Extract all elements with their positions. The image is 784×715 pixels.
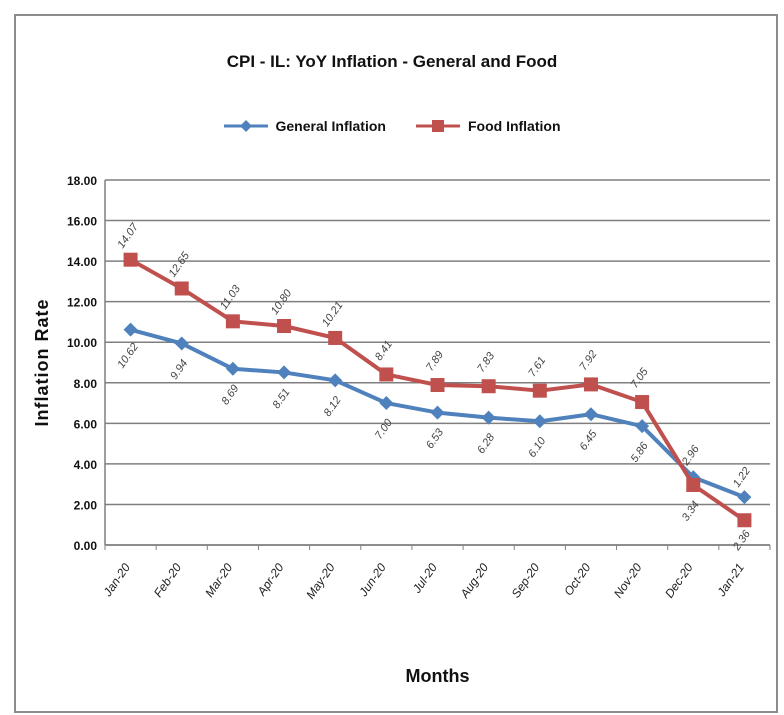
chart-frame <box>14 14 778 713</box>
chart-title: CPI - IL: YoY Inflation - General and Fo… <box>226 52 558 71</box>
point-marker-general <box>737 490 752 505</box>
y-tick-label: 4.00 <box>74 458 98 472</box>
legend-label-general: General Inflation <box>275 118 386 134</box>
y-tick-label: 0.00 <box>74 539 98 553</box>
legend-label-food: Food Inflation <box>467 118 561 134</box>
data-label-general: 3.34 <box>680 499 702 523</box>
point-marker-general <box>379 396 394 411</box>
data-label-general: 9.94 <box>168 358 190 382</box>
point-marker-general <box>174 336 189 351</box>
legend-swatch-food <box>415 120 460 132</box>
data-label-general: 2.36 <box>730 528 753 554</box>
x-tick-label: May-20 <box>303 560 338 601</box>
point-marker-food <box>686 477 701 492</box>
y-tick-label: 12.00 <box>67 296 97 310</box>
point-marker-food <box>123 252 138 267</box>
x-tick-label: Aug-20 <box>457 560 491 601</box>
data-label-food: 7.89 <box>424 349 446 373</box>
y-tick-label: 18.00 <box>67 174 97 188</box>
point-marker-general <box>635 419 650 434</box>
point-marker-general <box>430 405 445 420</box>
point-marker-food <box>481 379 496 394</box>
x-tick-label: Jun-20 <box>356 560 389 599</box>
legend-item-food: Food Inflation <box>415 118 561 134</box>
point-marker-food <box>635 395 650 410</box>
x-tick-label: Feb-20 <box>151 560 184 599</box>
point-marker-food <box>379 367 394 382</box>
data-label-food: 12.65 <box>166 249 192 279</box>
data-label-food: 10.21 <box>320 300 346 329</box>
data-label-general: 8.69 <box>219 383 241 407</box>
point-marker-general <box>583 407 598 422</box>
data-label-general: 8.12 <box>322 394 344 418</box>
point-marker-general <box>277 365 292 380</box>
point-marker-food <box>737 513 752 528</box>
data-label-food: 11.03 <box>218 283 244 312</box>
data-label-general: 10.62 <box>115 341 141 370</box>
y-axis-title: Inflation Rate <box>32 298 52 426</box>
y-tick-label: 6.00 <box>74 417 98 431</box>
y-tick-label: 8.00 <box>74 377 98 391</box>
point-marker-general <box>328 373 343 388</box>
point-marker-food <box>328 330 343 345</box>
x-tick-label: Apr-20 <box>254 560 287 598</box>
data-label-general: 6.10 <box>526 435 549 460</box>
data-label-general: 7.00 <box>373 416 396 441</box>
data-label-food: 7.92 <box>577 348 599 372</box>
legend-item-general: General Inflation <box>223 118 386 134</box>
x-tick-label: Nov-20 <box>611 560 645 600</box>
point-marker-food <box>532 383 547 398</box>
point-marker-food <box>225 314 240 329</box>
data-label-food: 7.61 <box>526 355 548 379</box>
data-label-food: 1.22 <box>731 465 753 489</box>
data-label-general: 6.53 <box>424 426 447 451</box>
point-marker-food <box>174 281 189 296</box>
point-marker-general <box>225 361 240 376</box>
point-marker-general <box>123 322 138 337</box>
point-marker-general <box>481 410 496 425</box>
x-tick-label: Mar-20 <box>202 560 235 599</box>
data-label-general: 8.51 <box>271 387 293 411</box>
point-marker-food <box>583 377 598 392</box>
x-tick-label: Dec-20 <box>662 560 696 600</box>
data-label-food: 14.07 <box>115 221 141 251</box>
y-tick-label: 2.00 <box>74 498 98 512</box>
y-tick-label: 10.00 <box>67 336 97 350</box>
point-marker-food <box>277 319 292 333</box>
data-label-food: 7.05 <box>629 365 652 390</box>
x-tick-label: Jan-21 <box>714 561 747 600</box>
y-tick-label: 14.00 <box>67 255 97 269</box>
data-label-general: 6.45 <box>577 428 600 453</box>
point-marker-food <box>430 378 445 393</box>
data-label-general: 5.86 <box>629 440 652 465</box>
x-tick-label: Jan-20 <box>100 560 133 599</box>
x-tick-label: Jul-20 <box>409 560 440 596</box>
x-tick-label: Oct-20 <box>561 560 593 598</box>
chart-legend: General Inflation Food Inflation <box>0 118 784 134</box>
x-axis-title: Months <box>406 666 470 686</box>
data-label-food: 7.83 <box>475 350 498 375</box>
legend-swatch-general <box>223 120 268 132</box>
point-marker-general <box>532 414 547 429</box>
x-tick-label: Sep-20 <box>509 560 543 600</box>
y-tick-label: 16.00 <box>67 215 97 229</box>
data-label-general: 6.28 <box>475 431 498 456</box>
